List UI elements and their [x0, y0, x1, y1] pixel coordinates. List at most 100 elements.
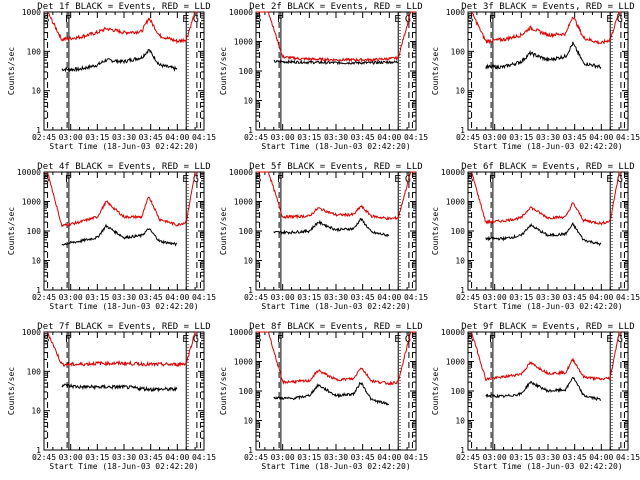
x-tick-label: 03:15 — [297, 453, 321, 462]
x-tick-label: 03:15 — [85, 133, 109, 142]
plot-title: Det 9f BLACK = Events, RED = LLD — [461, 322, 634, 332]
y-tick-label: 100 — [239, 67, 254, 76]
y-tick-label: 10000 — [229, 8, 253, 17]
marker-label-G: G — [405, 14, 411, 25]
x-tick-label: 03:15 — [85, 453, 109, 462]
x-tick-label: 03:00 — [483, 453, 507, 462]
y-tick-label: 10000 — [441, 328, 465, 337]
x-tick-label: 04:00 — [377, 133, 401, 142]
x-tick-label: 03:30 — [112, 453, 136, 462]
x-tick-label: 03:15 — [509, 293, 533, 302]
plot-title: Det 3f BLACK = Events, RED = LLD — [461, 2, 634, 12]
x-tick-label: 03:15 — [509, 133, 533, 142]
panel-8: Det 8f BLACK = Events, RED = LLD 1 10 100 10… — [219, 322, 428, 471]
panel-2: Det 2f BLACK = Events, RED = LLD 1 10 100 10… — [219, 2, 428, 151]
y-tick-label: 1000 — [234, 358, 253, 367]
series-events-line — [61, 223, 177, 247]
marker-label-E: E — [394, 14, 400, 25]
marker-label-S: S — [468, 334, 474, 345]
plot-title: Det 4f BLACK = Events, RED = LLD — [37, 162, 210, 172]
x-tick-label: 02:45 — [244, 293, 268, 302]
marker-label-E: E — [606, 174, 612, 185]
x-axis-label: Start Time (18-Jun-03 02:42:20) — [261, 142, 410, 151]
y-tick-label: 1 — [248, 126, 253, 135]
x-tick-label: 04:00 — [377, 453, 401, 462]
y-tick-label: 1000 — [22, 198, 41, 207]
x-tick-label: 03:45 — [563, 453, 587, 462]
panel-3: Det 3f BLACK = Events, RED = LLD 1 10 100 10… — [431, 2, 640, 151]
series-events-line — [273, 59, 399, 66]
y-axis-label: Counts/sec — [219, 207, 228, 255]
y-axis-label: Counts/sec — [431, 47, 440, 95]
y-tick-label: 100 — [451, 47, 466, 56]
x-tick-label: 02:45 — [456, 453, 480, 462]
x-tick-label: 02:45 — [32, 293, 56, 302]
marker-label-S: S — [44, 334, 50, 345]
y-tick-label: 1000 — [446, 358, 465, 367]
y-axis-label: Counts/sec — [219, 47, 228, 95]
x-tick-label: 03:30 — [536, 293, 560, 302]
marker-label-F: F — [277, 14, 283, 25]
x-tick-label: 03:45 — [139, 293, 163, 302]
marker-label-F: F — [277, 334, 283, 345]
y-tick-label: 100 — [27, 367, 42, 376]
x-tick-label: 03:30 — [536, 133, 560, 142]
y-axis-label: Counts/sec — [219, 367, 228, 415]
x-tick-label: 04:15 — [616, 293, 640, 302]
x-tick-label: 03:15 — [297, 293, 321, 302]
y-tick-label: 10 — [455, 257, 465, 266]
x-tick-label: 03:00 — [483, 293, 507, 302]
marker-label-S: S — [468, 14, 474, 25]
marker-label-S: S — [256, 334, 262, 345]
marker-label-G: G — [193, 14, 199, 25]
panel-4: Det 4f BLACK = Events, RED = LLD 1 10 100 10… — [7, 162, 216, 311]
plot-title: Det 5f BLACK = Events, RED = LLD — [249, 162, 422, 172]
x-tick-label: 03:30 — [324, 453, 348, 462]
y-tick-label: 100 — [239, 387, 254, 396]
marker-label-G: G — [193, 334, 199, 345]
marker-label-E: E — [394, 334, 400, 345]
marker-label-E: E — [182, 334, 188, 345]
y-tick-label: 10000 — [229, 168, 253, 177]
x-axis-label: Start Time (18-Jun-03 02:42:20) — [473, 142, 622, 151]
plot-frame — [255, 171, 417, 291]
y-tick-label: 10000 — [441, 168, 465, 177]
x-axis-label: Start Time (18-Jun-03 02:42:20) — [473, 462, 622, 471]
x-tick-label: 03:30 — [536, 453, 560, 462]
series-lld-line — [256, 171, 416, 221]
y-tick-label: 10 — [243, 257, 253, 266]
marker-label-F: F — [65, 334, 71, 345]
series-lld-line — [471, 331, 621, 382]
x-tick-label: 04:00 — [589, 133, 613, 142]
x-tick-label: 03:45 — [563, 133, 587, 142]
x-tick-label: 03:30 — [324, 133, 348, 142]
x-tick-label: 03:45 — [351, 453, 375, 462]
x-tick-label: 03:30 — [112, 293, 136, 302]
x-tick-label: 03:45 — [139, 453, 163, 462]
x-tick-label: 02:45 — [456, 133, 480, 142]
x-tick-label: 02:45 — [32, 133, 56, 142]
marker-label-F: F — [277, 174, 283, 185]
marker-label-F: F — [65, 14, 71, 25]
plot-title: Det 1f BLACK = Events, RED = LLD — [37, 2, 210, 12]
x-tick-label: 03:45 — [351, 293, 375, 302]
y-axis-label: Counts/sec — [431, 367, 440, 415]
series-lld-line — [256, 11, 416, 63]
y-tick-label: 10 — [31, 257, 41, 266]
x-tick-label: 03:15 — [297, 133, 321, 142]
x-axis-label: Start Time (18-Jun-03 02:42:20) — [261, 462, 410, 471]
y-tick-label: 100 — [27, 47, 42, 56]
x-tick-label: 03:00 — [59, 453, 83, 462]
marker-label-S: S — [256, 174, 262, 185]
y-tick-label: 1 — [460, 126, 465, 135]
y-tick-label: 10 — [243, 97, 253, 106]
panel-9: Det 9f BLACK = Events, RED = LLD 1 10 100 10… — [431, 322, 640, 471]
plot-frame — [467, 11, 629, 131]
marker-label-E: E — [182, 14, 188, 25]
x-tick-label: 02:45 — [244, 453, 268, 462]
x-tick-label: 03:00 — [59, 133, 83, 142]
x-tick-label: 03:00 — [271, 133, 295, 142]
marker-label-G: G — [617, 174, 623, 185]
plot-title: Det 2f BLACK = Events, RED = LLD — [249, 2, 422, 12]
